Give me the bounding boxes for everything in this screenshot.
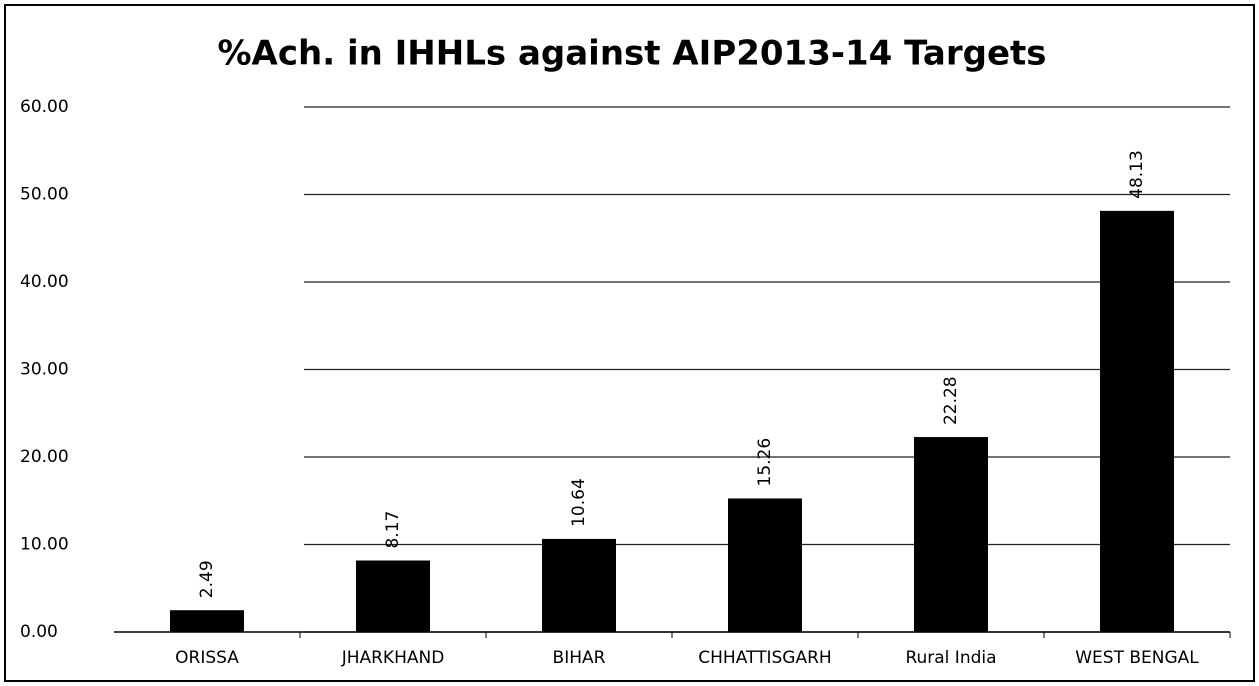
bar (914, 437, 988, 632)
data-label: 22.28 (941, 376, 961, 425)
bar (356, 560, 430, 632)
y-tick-label: 20.00 (20, 447, 69, 467)
y-tick-label: 50.00 (20, 185, 69, 205)
y-tick-label: 40.00 (20, 272, 69, 292)
chart-border (4, 4, 1255, 682)
data-label: 2.49 (197, 560, 217, 598)
data-label: 15.26 (755, 438, 775, 487)
x-tick-label: WEST BENGAL (1075, 648, 1199, 668)
x-tick-label: ORISSA (175, 648, 239, 668)
x-tick-label: CHHATTISGARH (698, 648, 831, 668)
y-tick-label: 60.00 (20, 97, 69, 117)
chart-title: %Ach. in IHHLs against AIP2013-14 Target… (217, 34, 1046, 74)
y-tick-label: 0.00 (20, 622, 58, 642)
x-tick-label: JHARKHAND (341, 648, 445, 668)
bar (1100, 210, 1174, 633)
bar (542, 538, 616, 632)
data-label: 48.13 (1127, 150, 1147, 199)
data-label: 8.17 (383, 511, 403, 549)
x-tick-label: Rural India (905, 648, 996, 668)
bar (728, 498, 802, 632)
data-label: 10.64 (569, 478, 589, 527)
x-tick-label: BIHAR (553, 648, 606, 668)
y-tick-label: 10.00 (20, 535, 69, 555)
bar (170, 610, 244, 632)
y-tick-label: 30.00 (20, 360, 69, 380)
